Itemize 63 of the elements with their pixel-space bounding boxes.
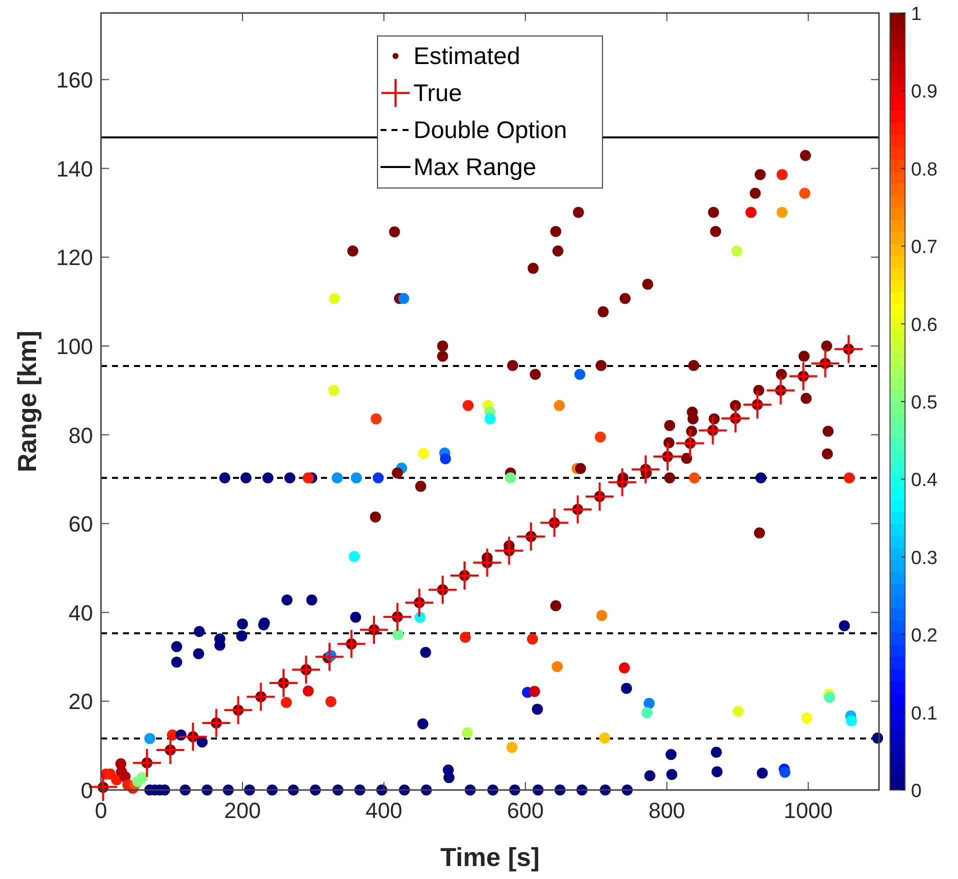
y-tick-label: 20 [68, 689, 93, 714]
y-tick-label: 80 [68, 422, 93, 448]
color-bar-label: 0.2 [911, 626, 938, 647]
point [202, 708, 230, 737]
point [517, 522, 546, 550]
point [811, 349, 840, 378]
point [676, 429, 704, 458]
y-tick-label: 120 [56, 245, 93, 270]
y-axis-title: Range [km] [12, 330, 42, 472]
x-tick-label: 1000 [784, 798, 833, 823]
point [178, 722, 207, 751]
point [789, 362, 818, 390]
y-tick-label: 40 [68, 600, 93, 626]
point [360, 616, 388, 644]
x-tick-label: 200 [224, 798, 261, 823]
point [428, 576, 457, 604]
point [132, 748, 161, 777]
point [834, 335, 863, 364]
y-tick-label: 100 [56, 334, 93, 359]
point [292, 656, 320, 684]
color-bar-label: 0.4 [911, 470, 938, 492]
x-axis-title: Time [s] [440, 842, 540, 872]
point [766, 376, 795, 404]
y-tick-label: 160 [56, 68, 93, 93]
point [383, 602, 412, 631]
point [743, 390, 772, 419]
point [405, 588, 434, 617]
point [654, 442, 682, 471]
point [450, 562, 479, 590]
point [608, 468, 636, 496]
point [698, 416, 727, 444]
point [156, 736, 184, 764]
color-bar-label: 0.5 [911, 392, 938, 414]
y-tick-label: 140 [56, 156, 93, 182]
x-tick-label: 600 [507, 798, 544, 823]
legend-label: Double Option [414, 117, 567, 144]
color-bar-label: 0 [911, 781, 922, 802]
color-bar-label: 1 [911, 4, 922, 25]
color-bar-label: 0.3 [911, 548, 938, 569]
legend-label: True [414, 80, 462, 107]
point [246, 682, 275, 711]
color-bar-label: 0.8 [911, 159, 938, 180]
x-tick-label: 800 [648, 798, 686, 823]
point [721, 404, 750, 432]
point [632, 455, 660, 484]
point [337, 630, 366, 658]
point [540, 508, 568, 537]
x-tick-label: 400 [366, 798, 402, 823]
y-tick-label: 60 [68, 512, 93, 537]
point [315, 642, 344, 671]
color-bar-label: 0.7 [911, 237, 938, 258]
point [564, 495, 592, 524]
legend-label: Max Range [414, 154, 536, 181]
point [224, 696, 252, 724]
color-bar-label: 0.9 [911, 82, 938, 103]
point [586, 482, 614, 511]
y-tick-label: 0 [80, 778, 93, 803]
legend-label: Estimated [414, 43, 520, 70]
color-bar-label: 0.6 [911, 314, 938, 336]
color-bar-label: 0.1 [911, 703, 938, 724]
point [473, 548, 502, 577]
point [495, 536, 524, 565]
point [269, 668, 298, 697]
